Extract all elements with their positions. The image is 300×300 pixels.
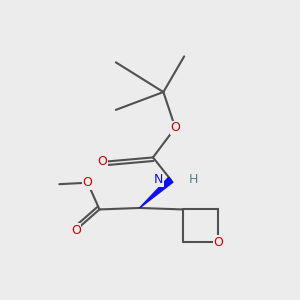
Text: O: O bbox=[170, 121, 180, 134]
Text: H: H bbox=[189, 173, 198, 186]
Text: O: O bbox=[71, 224, 81, 237]
Text: O: O bbox=[82, 176, 92, 189]
Text: O: O bbox=[213, 236, 223, 249]
Text: N: N bbox=[154, 173, 164, 186]
Text: O: O bbox=[98, 155, 107, 168]
Polygon shape bbox=[140, 177, 173, 208]
